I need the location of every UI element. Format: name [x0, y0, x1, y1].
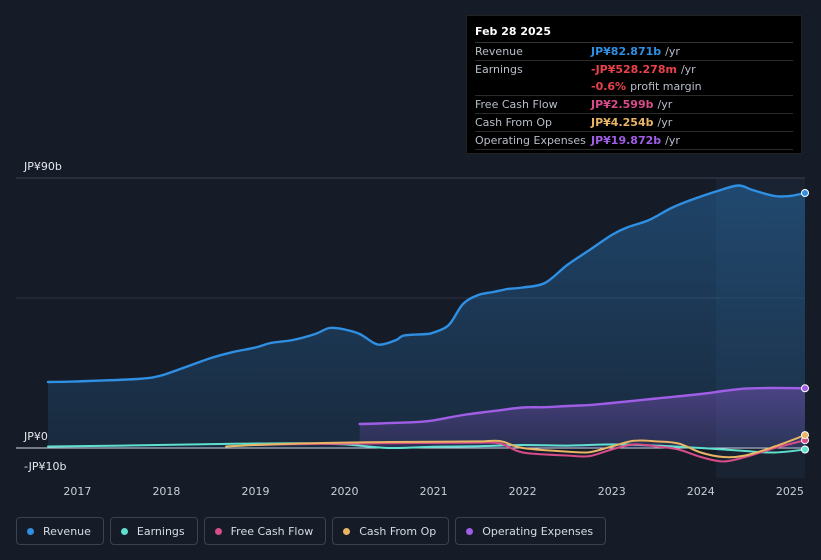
tooltip-label: Earnings	[475, 63, 523, 76]
legend-label: Earnings	[136, 524, 185, 538]
earnings-line	[47, 442, 806, 454]
tooltip-panel: Feb 28 2025 Revenue JP¥82.871b /yr Earni…	[466, 15, 802, 154]
x-tick-label: 2019	[242, 485, 270, 498]
tooltip-value: JP¥19.872b	[591, 134, 662, 147]
tooltip-unit: /yr	[665, 134, 680, 147]
revenue-area	[48, 185, 805, 448]
tooltip-row-margin: -0.6% profit margin	[475, 78, 793, 96]
tooltip-label: Operating Expenses	[475, 134, 586, 147]
legend-dot-icon	[214, 527, 222, 535]
legend-item-operating-expenses[interactable]: Operating Expenses	[455, 517, 607, 545]
revenue-line	[46, 184, 807, 384]
tooltip-value: -0.6%	[591, 80, 627, 93]
tooltip-unit: /yr	[657, 98, 673, 111]
tooltip-row-cfo: Cash From Op JP¥4.254b /yr	[475, 114, 793, 132]
tooltip-unit: /yr	[657, 116, 673, 129]
tooltip-row-fcf: Free Cash Flow JP¥2.599b /yr	[475, 96, 793, 114]
legend-item-free-cash-flow[interactable]: Free Cash Flow	[203, 517, 327, 545]
tooltip-date: Feb 28 2025	[475, 22, 793, 43]
operating-expenses-area	[359, 387, 805, 448]
y-label-zero: JP¥0	[23, 430, 48, 443]
x-axis: 2017 2018 2019 2020 2021 2022 2023 2024 2025	[63, 485, 803, 498]
x-tick-label: 2020	[331, 485, 359, 498]
tooltip-row-earnings: Earnings -JP¥528.278m /yr	[475, 61, 793, 78]
legend-label: Cash From Op	[359, 524, 437, 538]
operating-expenses-line	[358, 386, 807, 426]
legend-item-revenue[interactable]: Revenue	[16, 517, 104, 545]
x-tick-label: 2018	[152, 485, 180, 498]
tooltip-value: JP¥4.254b	[591, 116, 654, 129]
tooltip-value: -JP¥528.278m	[591, 63, 677, 76]
legend-dot-icon	[27, 527, 34, 535]
legend-label: Operating Expenses	[482, 524, 594, 538]
tooltip-label: Free Cash Flow	[475, 98, 558, 111]
tooltip-unit: profit margin	[630, 80, 702, 93]
x-tick-label: 2017	[63, 485, 91, 498]
x-tick-label: 2025	[776, 485, 804, 498]
tooltip-value: JP¥82.871b	[591, 45, 662, 58]
series-layer	[46, 184, 809, 463]
legend-item-cash-from-op[interactable]: Cash From Op	[332, 517, 450, 545]
cash-from-op-line	[225, 434, 806, 459]
free-cash-flow-line	[254, 439, 806, 463]
legend: Revenue Earnings Free Cash Flow Cash Fro…	[16, 517, 607, 545]
operating-expenses-endpoint	[801, 384, 809, 393]
legend-label: Free Cash Flow	[230, 524, 314, 538]
legend-item-earnings[interactable]: Earnings	[109, 517, 198, 545]
x-tick-label: 2024	[687, 485, 715, 498]
tooltip-label: Cash From Op	[475, 116, 553, 129]
tooltip-row-opex: Operating Expenses JP¥19.872b /yr	[475, 132, 793, 150]
y-label-bottom: -JP¥10b	[24, 460, 66, 473]
revenue-endpoint	[801, 189, 809, 197]
legend-dot-icon	[466, 527, 474, 535]
tooltip-row-revenue: Revenue JP¥82.871b /yr	[475, 43, 793, 61]
tooltip-value: JP¥2.599b	[591, 98, 654, 111]
y-label-top: JP¥90b	[23, 160, 62, 173]
tooltip-unit: /yr	[665, 45, 680, 58]
tooltip-label	[475, 78, 591, 95]
tooltip-label: Revenue	[475, 45, 523, 58]
tooltip-unit: /yr	[680, 63, 696, 76]
legend-dot-icon	[120, 527, 128, 535]
x-tick-label: 2021	[420, 485, 448, 498]
legend-dot-icon	[343, 527, 351, 535]
x-tick-label: 2022	[509, 485, 537, 498]
cash-from-op-endpoint	[801, 431, 809, 440]
legend-label: Revenue	[43, 524, 91, 538]
x-tick-label: 2023	[598, 485, 626, 498]
earnings-endpoint	[801, 445, 809, 454]
